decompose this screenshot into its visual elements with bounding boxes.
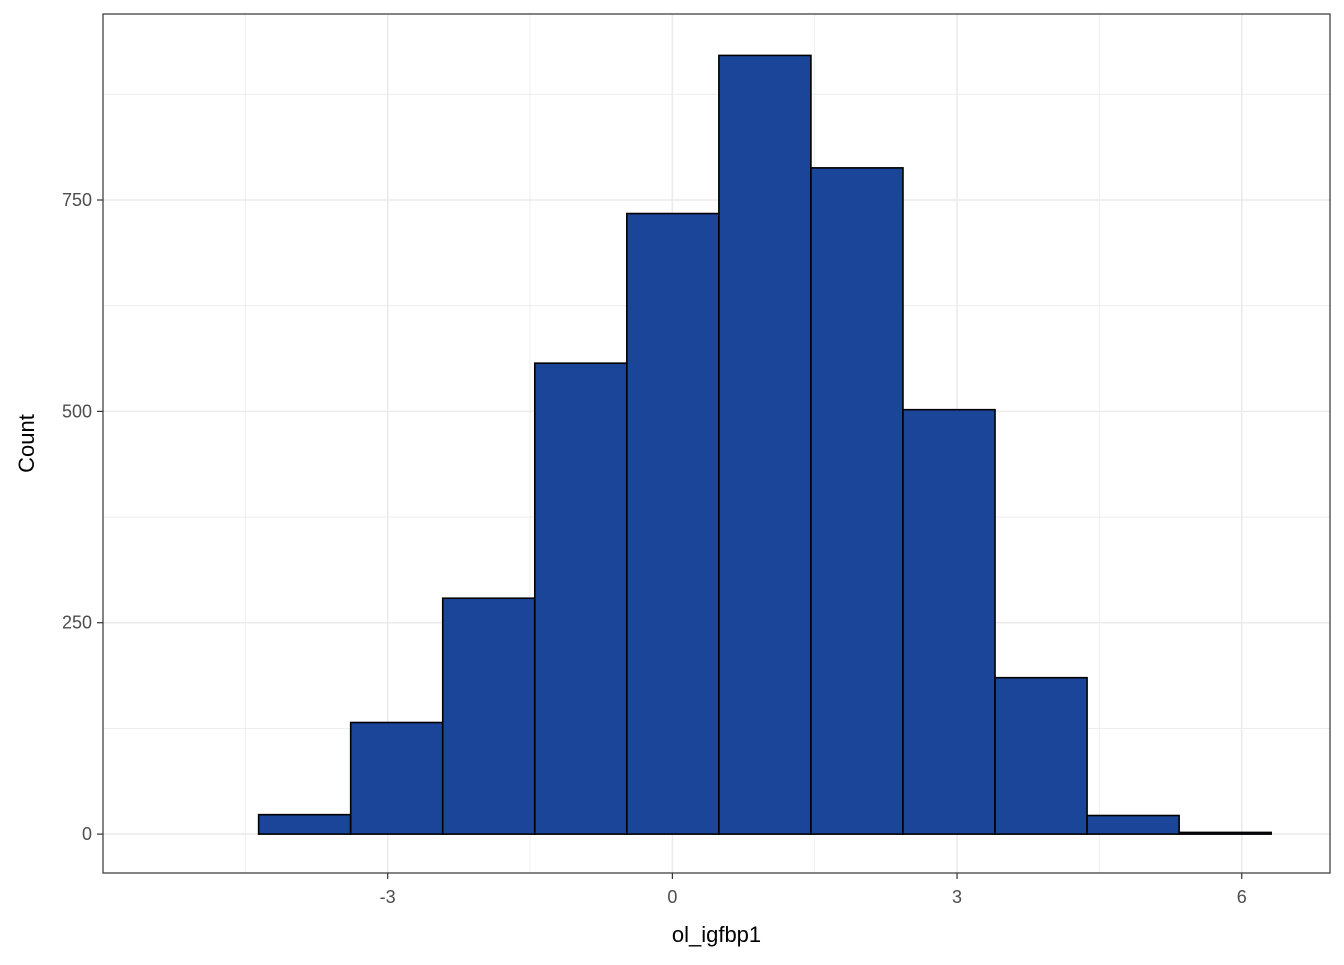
histogram-bar [626, 212, 720, 835]
histogram-bar [810, 167, 904, 835]
histogram-bar [533, 362, 628, 835]
y-axis-title: Count [14, 414, 39, 473]
histogram-bar [349, 721, 444, 835]
x-tick-label: 3 [952, 887, 962, 907]
x-tick-label: 6 [1237, 887, 1247, 907]
histogram-bar [902, 408, 996, 835]
x-tick-label: 0 [667, 887, 677, 907]
histogram-bars [257, 54, 1272, 835]
histogram-bar [1178, 831, 1272, 835]
panel-border [102, 13, 1331, 874]
y-tick-label: 500 [62, 401, 92, 421]
histogram-bar [1086, 814, 1180, 835]
x-axis-title: ol_igfbp1 [672, 922, 761, 947]
y-axis: 0 250 500 750 [62, 190, 103, 844]
histogram-bar [994, 676, 1088, 835]
x-axis: -3 0 3 6 [380, 873, 1247, 907]
histogram-bar [257, 813, 352, 835]
histogram-bar [718, 54, 812, 835]
y-tick-label: 750 [62, 190, 92, 210]
y-tick-label: 0 [82, 824, 92, 844]
x-tick-label: -3 [380, 887, 396, 907]
histogram-bar [441, 597, 536, 835]
y-tick-label: 250 [62, 613, 92, 633]
